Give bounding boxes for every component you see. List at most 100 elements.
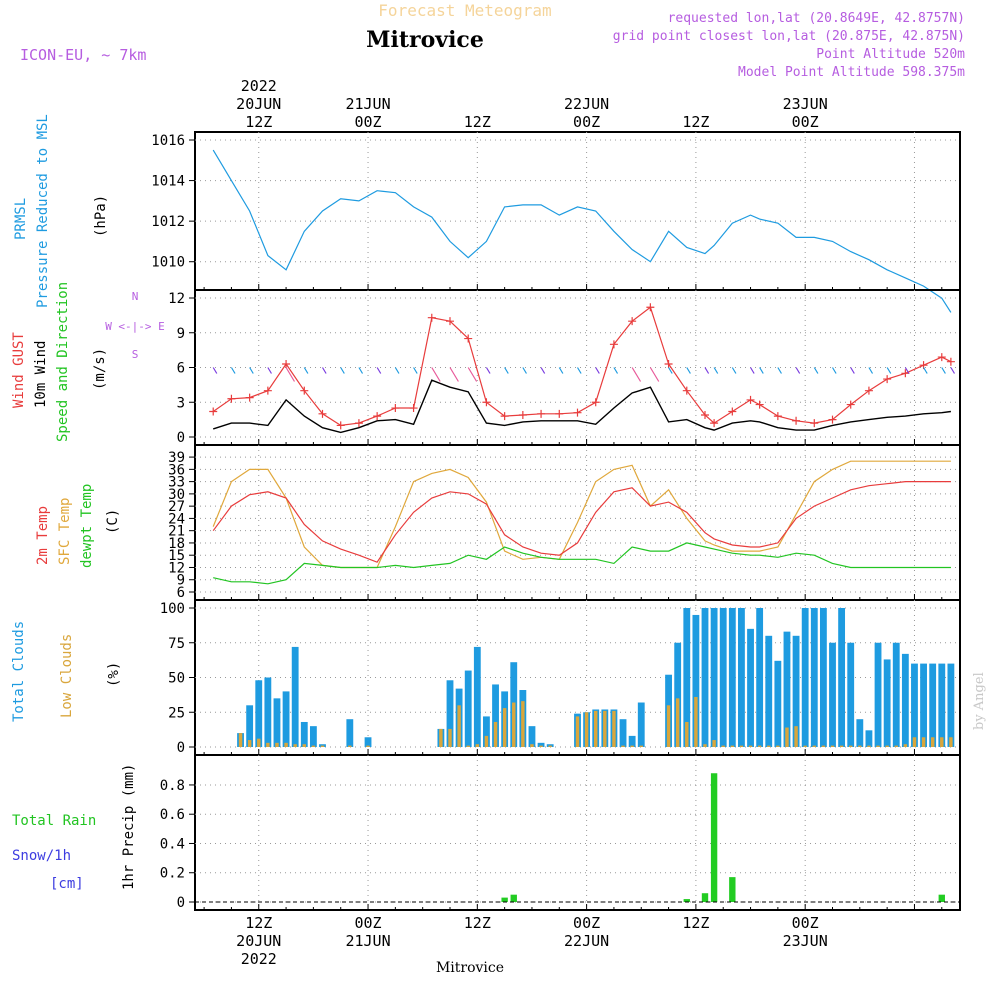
precipitation-ytick-label: 0.2	[160, 866, 185, 882]
total-cloud-bar	[291, 646, 299, 747]
t2m-series	[212, 481, 951, 563]
wind-direction-arrow	[713, 367, 719, 374]
total-cloud-bar	[692, 614, 700, 747]
wind-direction-arrow	[431, 367, 441, 382]
top-time-label: 12Z	[682, 113, 709, 131]
pressure-ytick-label: 1016	[151, 133, 185, 149]
low-cloud-bar	[612, 710, 616, 747]
wind-direction-arrow	[795, 367, 801, 374]
temperature-ytick-label: 33	[168, 475, 185, 491]
wind-direction-arrow	[649, 367, 660, 382]
low-cloud-bar	[776, 745, 780, 747]
pressure-ytick-label: 1014	[151, 174, 185, 190]
wind-direction-arrow	[941, 367, 946, 374]
low-cloud-bar	[493, 721, 498, 747]
wind-direction-arrow	[686, 367, 691, 374]
pressure-series	[212, 149, 952, 313]
wind-direction-arrow	[777, 367, 782, 374]
low-cloud-bar	[621, 745, 625, 747]
gust-point	[427, 313, 436, 322]
gust-point	[883, 375, 892, 384]
low-cloud-bar	[448, 728, 452, 747]
total-cloud-bar	[528, 726, 536, 747]
low-clouds-label: Low Clouds	[59, 634, 75, 718]
precipitation-ytick-label: 0.8	[160, 778, 185, 794]
total-cloud-bar	[309, 726, 317, 747]
total-cloud-bar	[911, 663, 918, 747]
wind-direction-arrow	[303, 367, 309, 374]
gust-point	[446, 317, 454, 326]
total-cloud-bar	[364, 737, 372, 747]
total-cloud-bar	[619, 719, 627, 747]
gust-point	[409, 404, 418, 413]
wind-direction-arrow	[813, 367, 819, 374]
total-cloud-bar	[810, 608, 818, 747]
gust-point	[701, 410, 709, 419]
low-cloud-bar	[748, 745, 753, 747]
low-cloud-bar	[730, 745, 735, 747]
total-cloud-bar	[774, 660, 782, 747]
low-cloud-bar	[548, 745, 552, 747]
wind-direction-arrow	[923, 367, 928, 374]
pressure-panel: 1010 1012 1014 1016	[151, 131, 961, 313]
pressure-panel-labels: PRMSL Pressure Reduced to MSL (hPa)	[13, 114, 109, 308]
direction-label: Speed and Direction	[55, 282, 71, 442]
low-cloud-bar	[630, 745, 634, 747]
gust-point	[227, 394, 236, 403]
clouds-ytick-label: 25	[168, 705, 185, 721]
model-label: ICON-EU, ~ 7km	[20, 46, 146, 64]
temperature-ytick-label: 24	[168, 511, 185, 527]
low-cloud-bar	[839, 745, 844, 747]
low-cloud-bar	[457, 705, 461, 747]
wind-direction-arrow	[750, 367, 755, 374]
low-cloud-bar	[603, 710, 607, 747]
pressure-frame	[194, 131, 961, 291]
wind-direction-arrow	[540, 367, 546, 374]
pressure-unit: (hPa)	[93, 195, 109, 237]
gust-point	[664, 360, 673, 369]
requested-coords: requested lon,lat (20.8649E, 42.8757N)	[668, 11, 965, 26]
compass-we: W <-|-> E	[105, 320, 165, 333]
total-cloud-bar	[473, 646, 481, 747]
gust-point	[646, 303, 655, 312]
clouds-ytick-label: 75	[168, 636, 185, 652]
wind-direction-arrow	[376, 367, 382, 374]
low-cloud-bar	[712, 740, 716, 747]
plots: 1010101210141016036912691215182124273033…	[151, 77, 961, 968]
low-cloud-bar	[311, 745, 316, 747]
total-cloud-bar	[346, 719, 354, 747]
low-cloud-bar	[940, 737, 944, 747]
low-cloud-bar	[247, 740, 252, 747]
wind-series	[212, 379, 951, 434]
top-time-label: 00Z	[573, 113, 600, 131]
total-cloud-bar	[683, 608, 691, 747]
wind-direction-arrow	[595, 367, 600, 374]
low-cloud-bar	[275, 742, 279, 747]
gust-point	[946, 357, 955, 366]
wind-direction-arrow	[950, 367, 956, 374]
total-cloud-bar	[920, 663, 927, 747]
gust-point	[537, 409, 546, 418]
point-altitude: Point Altitude 520m	[816, 47, 965, 62]
low-cloud-bar	[348, 745, 352, 747]
precip-axis-label: 1hr Precip (mm)	[121, 764, 137, 890]
precipitation-ytick-label: 0	[177, 895, 185, 911]
snow-label: Snow/1h	[12, 848, 71, 864]
bottom-time-label: 22JUN	[564, 932, 609, 950]
pressure-ytick-label: 1010	[151, 255, 185, 271]
low-cloud-bar	[575, 716, 580, 747]
total-cloud-bar	[537, 742, 545, 747]
temperature-ytick-label: 12	[168, 560, 185, 576]
gust-point	[573, 408, 582, 417]
precipitation-ytick-label: 0.4	[160, 836, 185, 852]
wind-label: 10m Wind	[33, 341, 49, 408]
gust-point	[318, 409, 327, 418]
low-cloud-bar	[921, 737, 926, 747]
low-cloud-bar	[512, 702, 516, 747]
bottom-time-label: 23JUN	[783, 932, 828, 950]
total-cloud-bar	[874, 642, 882, 747]
low-cloud-bar	[849, 745, 853, 747]
low-cloud-bar	[876, 745, 880, 747]
wind-direction-arrow	[413, 367, 418, 374]
total-cloud-bar	[765, 635, 773, 747]
